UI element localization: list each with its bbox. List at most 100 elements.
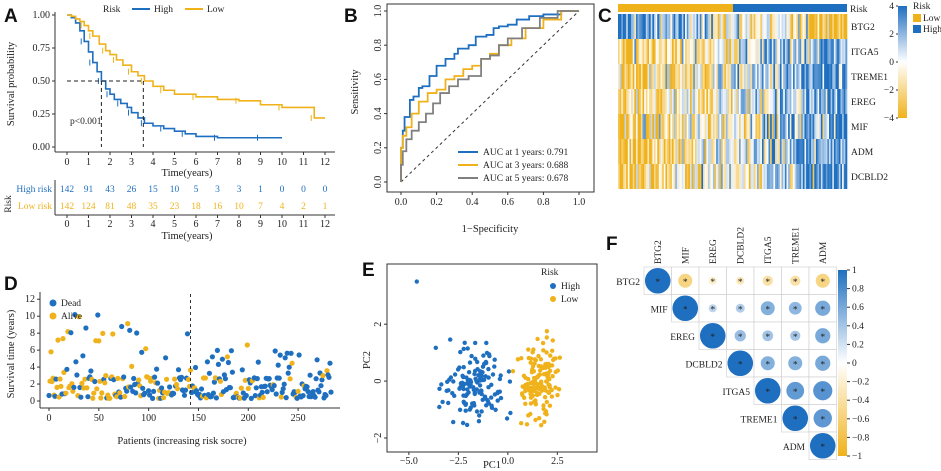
heatmap-cell	[814, 39, 817, 64]
heatmap-cell	[784, 39, 787, 64]
heatmap-cell	[652, 114, 655, 139]
heatmap-cell	[709, 14, 712, 39]
heatmap-cell	[703, 89, 705, 114]
heatmap-cell	[665, 14, 668, 39]
heatmap-cell	[817, 39, 820, 64]
heatmap-cell	[719, 89, 722, 114]
heatmap-cell	[716, 64, 719, 89]
heatmap-cell	[719, 139, 722, 164]
heatmap-cell	[822, 164, 825, 189]
heatmap-cell	[655, 164, 658, 189]
heatmap-cell	[791, 114, 794, 139]
heatmap-cell	[748, 164, 751, 189]
corr-significance: *	[820, 278, 825, 288]
heatmap-cell	[845, 14, 848, 39]
heatmap-cell	[802, 139, 805, 164]
heatmap-cell	[837, 114, 840, 139]
heatmap-cell	[797, 39, 800, 64]
heatmap-cell	[768, 64, 771, 89]
pca-point-high	[464, 422, 470, 428]
risk-table-cell: 7	[258, 202, 263, 212]
heatmap-cell	[727, 39, 730, 64]
surv-point-alive	[174, 386, 181, 392]
heatmap-cell	[779, 14, 782, 39]
heatmap-cell	[830, 89, 833, 114]
heatmap-cell	[667, 139, 670, 164]
pca-point-low	[549, 363, 555, 368]
heatmap-cell	[639, 139, 642, 164]
panel-letter-a: A	[4, 6, 18, 27]
corr-circle	[809, 432, 836, 459]
heatmap-cell	[737, 89, 740, 114]
risk-table-cell: 142	[60, 202, 75, 212]
pca-point-low	[541, 403, 546, 408]
heatmap-cell	[809, 164, 812, 189]
roc-curve-3	[400, 10, 579, 182]
heatmap-cell	[829, 139, 831, 164]
heatmap-cell	[618, 64, 620, 89]
surv-point-dead	[77, 384, 83, 391]
heatmap-cell	[637, 14, 640, 39]
heatmap-cell	[676, 64, 679, 89]
heatmap-cell	[621, 114, 624, 139]
surv-point-dead	[68, 330, 74, 336]
heatmap-cell	[796, 114, 799, 139]
heatmap-cell	[807, 89, 810, 114]
pca-point-low	[544, 399, 549, 405]
pca-point-low	[535, 336, 540, 342]
heatmap-cell	[729, 114, 732, 139]
heatmap-cell	[693, 89, 696, 114]
pca-point-low	[531, 347, 536, 352]
heatmap-cell	[799, 64, 802, 89]
heatmap-cell	[619, 64, 622, 89]
heatmap-cell	[786, 64, 789, 89]
pca-point-low	[549, 394, 555, 399]
heatmap-cell	[843, 114, 846, 139]
surv-point-dead	[53, 376, 59, 382]
heatmap-cell	[653, 14, 656, 39]
heatmap-cell	[750, 139, 753, 164]
heatmap-cell	[719, 114, 722, 139]
heatmap-cell	[809, 64, 812, 89]
heatmap-cell	[765, 139, 768, 164]
heatmap-cell	[789, 114, 792, 139]
heatmap-cell	[653, 89, 656, 114]
surv-point-alive	[278, 394, 284, 400]
pca-point-high	[462, 340, 467, 345]
heatmap-cell	[835, 39, 838, 64]
heatmap-cell	[631, 114, 634, 139]
pca-point-low	[533, 417, 538, 423]
heatmap-cell	[793, 164, 795, 189]
heatmap-cell	[671, 114, 674, 139]
heatmap-cell	[773, 64, 776, 89]
roc-y-tick-label: 0.6	[373, 73, 384, 86]
heatmap-cell	[660, 164, 663, 189]
heatmap-cell	[624, 139, 627, 164]
heatmap-cell	[712, 114, 715, 139]
heatmap-cell	[717, 39, 720, 64]
heatmap-cell	[650, 39, 653, 64]
heatmap-cell	[624, 64, 627, 89]
pca-point-low	[553, 385, 558, 390]
heatmap-cell	[838, 14, 841, 39]
pca-point-low	[533, 379, 538, 385]
corr-column-label: EREG	[709, 239, 719, 264]
heatmap-cell	[753, 164, 756, 189]
corr-circle	[782, 405, 809, 432]
heatmap-cell	[806, 114, 809, 139]
heatmap-cell	[752, 139, 755, 164]
roc-curve-2	[400, 10, 579, 182]
heatmap-cell	[711, 139, 714, 164]
corr-significance: *	[710, 333, 715, 343]
risk-table-cell: 15	[148, 185, 158, 195]
heatmap-cell	[727, 139, 730, 164]
surv-x-tick-label: 50	[94, 413, 104, 424]
heatmap-cell	[833, 39, 836, 64]
heatmap-cell	[801, 64, 804, 89]
heatmap-row-label: ITGA5	[851, 48, 879, 58]
heatmap-cell	[644, 164, 647, 189]
surv-point-dead	[124, 388, 130, 394]
heatmap-cell	[750, 114, 753, 139]
heatmap-cell	[817, 139, 820, 164]
